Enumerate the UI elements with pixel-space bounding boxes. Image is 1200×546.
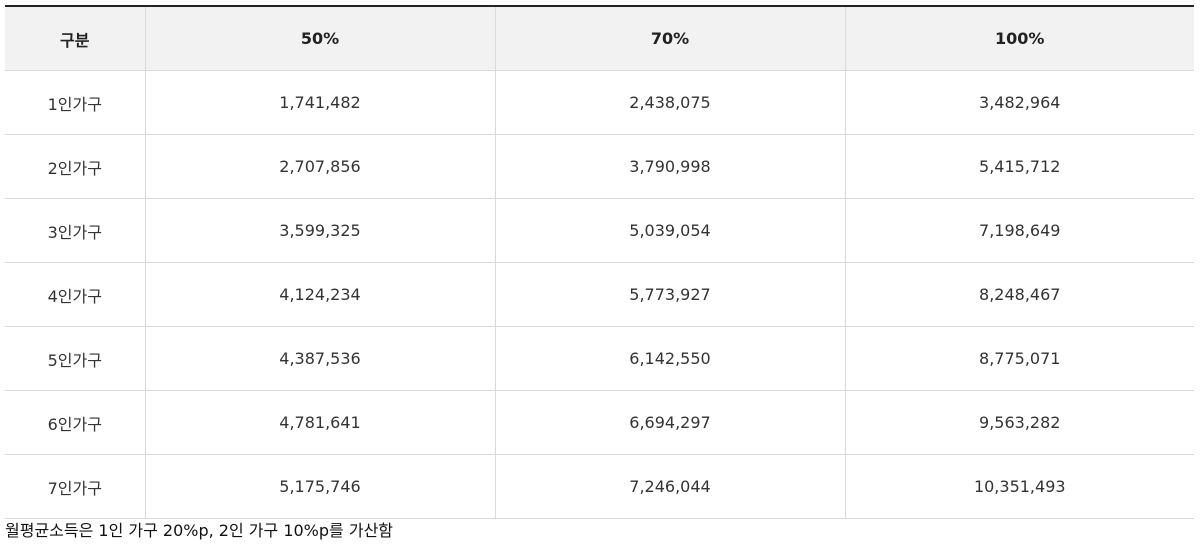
cell-50-percent: 2,707,856 xyxy=(144,134,496,199)
header-70-percent: 70% xyxy=(494,6,846,71)
cell-70-percent: 6,694,297 xyxy=(494,390,846,455)
table-row: 1인가구 1,741,482 2,438,075 3,482,964 xyxy=(5,70,1194,135)
cell-70-percent: 5,773,927 xyxy=(494,262,846,327)
table-row: 5인가구 4,387,536 6,142,550 8,775,071 xyxy=(5,326,1194,391)
cell-70-percent: 7,246,044 xyxy=(494,454,846,519)
header-category: 구분 xyxy=(5,6,146,71)
row-label: 7인가구 xyxy=(5,454,146,519)
table-row: 2인가구 2,707,856 3,790,998 5,415,712 xyxy=(5,134,1194,199)
cell-100-percent: 10,351,493 xyxy=(844,454,1194,519)
cell-70-percent: 6,142,550 xyxy=(494,326,846,391)
table-row: 3인가구 3,599,325 5,039,054 7,198,649 xyxy=(5,198,1194,263)
row-label: 6인가구 xyxy=(5,390,146,455)
table-row: 6인가구 4,781,641 6,694,297 9,563,282 xyxy=(5,390,1194,455)
cell-50-percent: 5,175,746 xyxy=(144,454,496,519)
row-label: 1인가구 xyxy=(5,70,146,135)
income-table: 구분 50% 70% 100% 1인가구 1,741,482 2,438,075… xyxy=(5,5,1194,519)
cell-50-percent: 4,124,234 xyxy=(144,262,496,327)
footnote: 월평균소득은 1인 가구 20%p, 2인 가구 10%p를 가산함 xyxy=(5,521,394,540)
row-label: 2인가구 xyxy=(5,134,146,199)
cell-70-percent: 5,039,054 xyxy=(494,198,846,263)
cell-100-percent: 9,563,282 xyxy=(844,390,1194,455)
header-50-percent: 50% xyxy=(144,6,496,71)
cell-50-percent: 1,741,482 xyxy=(144,70,496,135)
table-header-row: 구분 50% 70% 100% xyxy=(5,6,1194,71)
cell-100-percent: 8,775,071 xyxy=(844,326,1194,391)
row-label: 5인가구 xyxy=(5,326,146,391)
header-100-percent: 100% xyxy=(844,6,1194,71)
row-label: 3인가구 xyxy=(5,198,146,263)
cell-100-percent: 5,415,712 xyxy=(844,134,1194,199)
cell-50-percent: 3,599,325 xyxy=(144,198,496,263)
cell-50-percent: 4,387,536 xyxy=(144,326,496,391)
table-row: 7인가구 5,175,746 7,246,044 10,351,493 xyxy=(5,454,1194,519)
cell-100-percent: 3,482,964 xyxy=(844,70,1194,135)
cell-70-percent: 2,438,075 xyxy=(494,70,846,135)
cell-100-percent: 8,248,467 xyxy=(844,262,1194,327)
cell-50-percent: 4,781,641 xyxy=(144,390,496,455)
cell-70-percent: 3,790,998 xyxy=(494,134,846,199)
row-label: 4인가구 xyxy=(5,262,146,327)
table-row: 4인가구 4,124,234 5,773,927 8,248,467 xyxy=(5,262,1194,327)
cell-100-percent: 7,198,649 xyxy=(844,198,1194,263)
